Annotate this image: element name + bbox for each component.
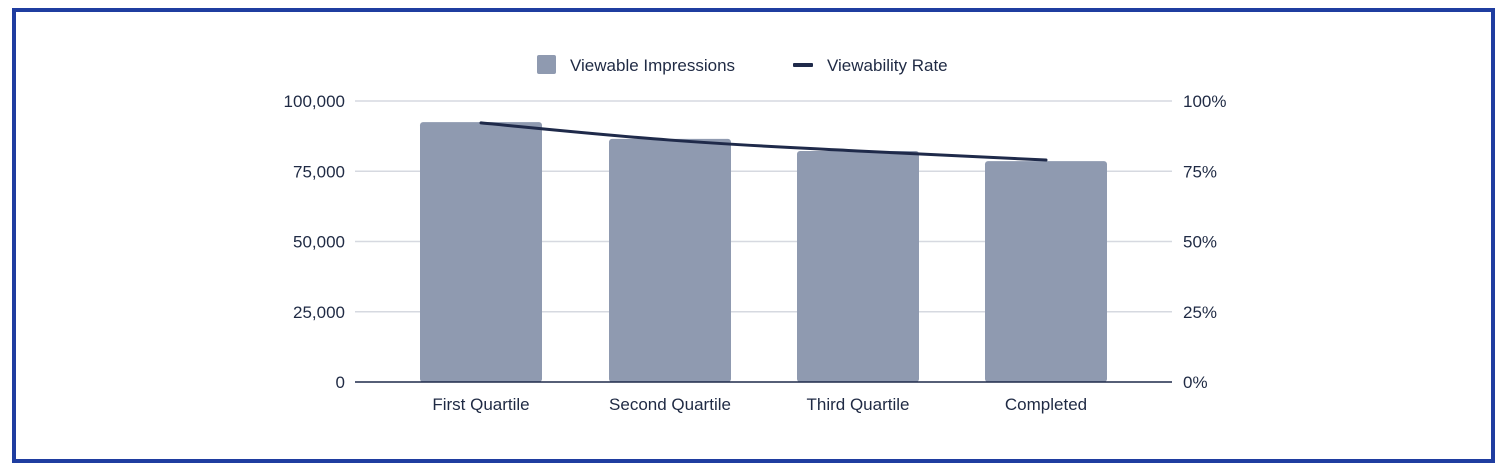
bar[interactable] — [420, 122, 542, 382]
y-tick-label: 25,000 — [293, 303, 345, 322]
bar-series — [420, 122, 1107, 382]
y-axis-right: 0% 25% 50% 75% 100% — [1183, 92, 1226, 392]
y-tick-label: 50,000 — [293, 233, 345, 252]
legend-line-label: Viewability Rate — [827, 56, 948, 75]
y-tick-label: 0 — [336, 373, 345, 392]
y2-tick-label: 50% — [1183, 233, 1217, 252]
y-axis-left: 0 25,000 50,000 75,000 100,000 — [284, 92, 345, 392]
x-tick-label: Third Quartile — [807, 395, 910, 414]
bar[interactable] — [985, 161, 1107, 382]
bar[interactable] — [797, 151, 919, 382]
y2-tick-label: 0% — [1183, 373, 1208, 392]
x-tick-label: Second Quartile — [609, 395, 731, 414]
y2-tick-label: 100% — [1183, 92, 1226, 111]
y-tick-label: 75,000 — [293, 162, 345, 181]
legend-bar-label: Viewable Impressions — [570, 56, 735, 75]
x-tick-label: Completed — [1005, 395, 1087, 414]
chart-frame — [12, 8, 1495, 463]
legend-line-swatch-icon — [793, 63, 813, 67]
bar[interactable] — [609, 138, 731, 382]
y2-tick-label: 25% — [1183, 303, 1217, 322]
legend: Viewable Impressions Viewability Rate — [537, 55, 948, 75]
legend-bar-swatch-icon — [537, 55, 556, 74]
y-tick-label: 100,000 — [284, 92, 345, 111]
x-axis: First Quartile Second Quartile Third Quart… — [432, 395, 1087, 414]
y2-tick-label: 75% — [1183, 162, 1217, 181]
viewability-rate-line — [479, 121, 1048, 162]
x-tick-label: First Quartile — [432, 395, 529, 414]
